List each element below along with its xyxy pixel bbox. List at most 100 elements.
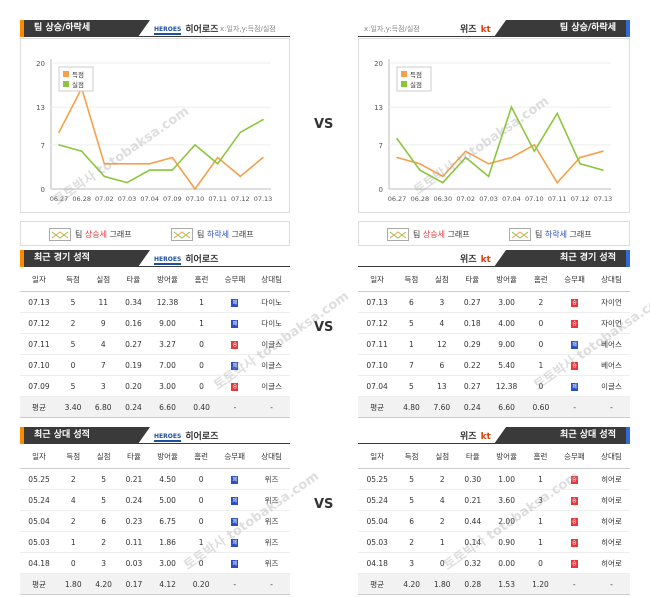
average-cell: - xyxy=(253,573,290,595)
win-badge: 승 xyxy=(571,299,579,307)
data-point xyxy=(510,106,513,108)
average-cell: 3.40 xyxy=(57,396,89,418)
table-cell: 07.04 xyxy=(358,375,397,397)
legend-swatch xyxy=(401,71,407,77)
column-header: 승무패 xyxy=(216,268,254,292)
table-cell: 2 xyxy=(525,291,557,313)
table-cell: 5 xyxy=(88,468,119,490)
header-line xyxy=(20,266,290,267)
table-row: 07.10 0 7 0.19 7.00 0 패 이글스 xyxy=(20,354,290,376)
loss-badge: 패 xyxy=(231,299,239,307)
table-cell: 0.18 xyxy=(457,312,488,334)
data-point xyxy=(556,181,559,184)
table-cell: 승 xyxy=(556,354,594,376)
data-point xyxy=(419,163,421,165)
team-name-left: HEROES 히어로즈 xyxy=(154,255,219,265)
table-cell: 1 xyxy=(185,531,217,553)
column-header: 타율 xyxy=(118,445,150,469)
axis-note-left: x:일자,y:득점/실점 xyxy=(220,25,276,33)
x-tick-label: 06.30 xyxy=(433,195,452,203)
legend-label: 득점 xyxy=(410,71,422,79)
table-row: 05.25 2 5 0.21 4.50 0 패 위즈 xyxy=(20,468,290,490)
table-cell: 0 xyxy=(185,468,217,490)
column-header: 실점 xyxy=(426,268,458,292)
recent-title-left: 최근 경기 성적 xyxy=(20,250,150,267)
data-point xyxy=(103,175,106,178)
legend-label: 득점 xyxy=(72,71,84,79)
loss-badge: 패 xyxy=(231,362,239,370)
table-cell: 05.04 xyxy=(358,510,397,532)
average-cell: 6.60 xyxy=(148,396,187,418)
table-cell: 05.24 xyxy=(358,489,397,511)
table-cell: 07.09 xyxy=(20,375,58,397)
average-row: 평균 4.80 7.60 0.24 6.60 0.60- - xyxy=(358,396,630,418)
table-cell: 5.40 xyxy=(487,354,526,376)
data-point xyxy=(579,163,581,165)
data-point xyxy=(239,175,242,178)
table-cell: 0.27 xyxy=(457,375,488,397)
table-cell: 패 xyxy=(216,354,254,376)
kt-logo: kt xyxy=(480,25,491,35)
data-point xyxy=(419,169,421,171)
table-cell: 0.32 xyxy=(457,552,489,574)
table-cell: 패 xyxy=(556,333,594,355)
table-cell: 0.24 xyxy=(118,489,150,511)
loss-badge: 패 xyxy=(231,320,239,328)
team-name-right: 위즈 kt xyxy=(460,255,491,265)
table-cell: 6 xyxy=(88,510,119,532)
loss-badge: 패 xyxy=(571,341,579,349)
table-cell: 05.24 xyxy=(20,489,59,511)
table-row: 05.03 1 2 0.11 1.86 1 패 위즈 xyxy=(20,531,290,553)
table-cell: 베어스 xyxy=(593,354,630,376)
table-cell: 5.00 xyxy=(149,489,186,511)
table-cell: 0 xyxy=(525,312,557,334)
table-cell: 2 xyxy=(57,312,89,334)
table-header-row: 일자 득점 실점 타율 방어율 홈런 승무패 상대팀 xyxy=(358,268,630,292)
recent-panel-right: 위즈 kt 최근 경기 성적 일자 득점 실점 타율 방어율 홈런 승무패 상대팀 07.13 6 3… xyxy=(358,250,630,418)
legend-swatch xyxy=(63,81,69,87)
table-cell: 05.03 xyxy=(20,531,59,553)
header-line xyxy=(20,36,290,37)
table-cell: 이글스 xyxy=(253,354,290,376)
table-cell: 위즈 xyxy=(253,531,290,553)
table-cell: 05.25 xyxy=(20,468,59,490)
data-point xyxy=(194,144,196,146)
average-row: 평균 4.20 1.80 0.28 1.53 1.20- - xyxy=(358,573,630,595)
legend-label: 실점 xyxy=(410,80,422,89)
kt-logo: kt xyxy=(480,255,491,265)
table-cell: 승 xyxy=(555,468,593,490)
table-cell: 2 xyxy=(396,531,427,553)
trend-title-left: 팀 상승/하락세 xyxy=(20,20,150,37)
vs-label-2: VS xyxy=(314,320,334,335)
table-cell: 2 xyxy=(58,510,89,532)
table-cell: 이글스 xyxy=(253,375,290,397)
data-point xyxy=(487,163,490,165)
data-point xyxy=(171,156,174,159)
average-cell: 1.80 xyxy=(58,573,89,595)
y-tick-label: 7 xyxy=(379,142,383,150)
column-header: 승무패 xyxy=(556,268,594,292)
data-point xyxy=(148,169,151,171)
average-cell: 0.20 xyxy=(185,573,217,595)
header-line xyxy=(20,443,290,444)
h2h-table-right: 일자 득점 실점 타율 방어율 홈런 승무패 상대팀 05.25 5 2 0.30 1.00 1 승 히어로 0… xyxy=(358,445,630,595)
rise-graph-icon xyxy=(387,228,409,241)
y-tick-label: 20 xyxy=(36,60,45,68)
x-tick-label: 07.09 xyxy=(163,195,182,203)
heroes-logo: HEROES xyxy=(154,256,182,265)
table-cell: 자이언 xyxy=(593,312,630,334)
table-cell: 6 xyxy=(396,510,427,532)
series-line-concede xyxy=(396,105,604,184)
table-row: 04.18 3 0 0.32 0.00 0 승 히어로 xyxy=(358,552,630,574)
data-point xyxy=(556,112,559,115)
table-cell: 승 xyxy=(556,291,594,313)
data-point xyxy=(487,175,490,178)
trend-chart-svg-right: 0 7 13 20 06.27 06.28 06.30 07.02 07.03 07.04 07.1… xyxy=(374,59,612,203)
table-cell: 12.38 xyxy=(487,375,526,397)
average-cell: - xyxy=(216,396,254,418)
x-tick-label: 07.03 xyxy=(118,195,137,203)
table-row: 07.12 5 4 0.18 4.00 0 승 자이언 xyxy=(358,312,630,334)
loss-badge: 패 xyxy=(231,476,239,484)
table-cell: 1.86 xyxy=(149,531,186,553)
column-header: 타율 xyxy=(457,445,489,469)
